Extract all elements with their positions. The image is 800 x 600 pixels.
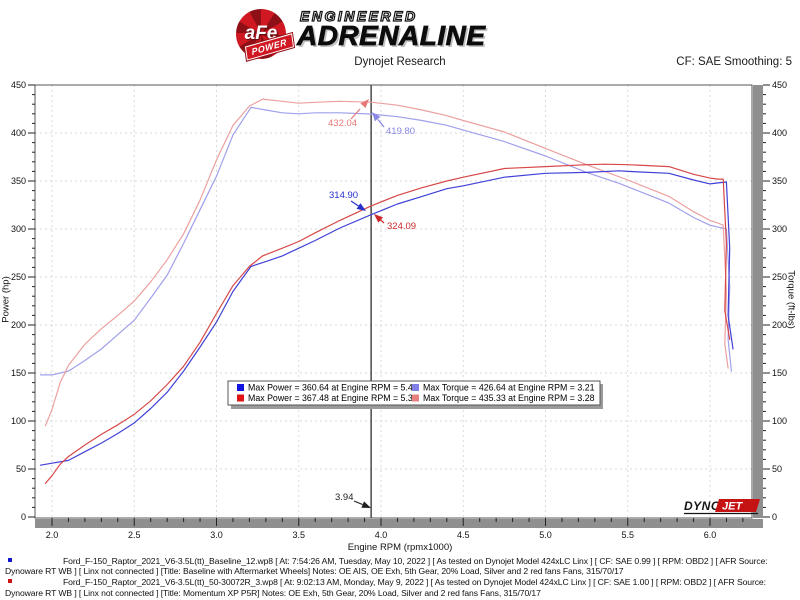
dynojet-logo-jet: JET: [722, 501, 743, 513]
power-tick-label: 100: [11, 416, 26, 426]
annotation-arrowhead: [360, 99, 369, 109]
annotation-arrow-shaft: [353, 500, 363, 506]
plot-area: [35, 85, 752, 518]
curve-baseline-power: [39, 170, 734, 466]
annotation-arrow-shaft: [350, 200, 359, 207]
annotation-value-label: 314.90: [329, 190, 358, 201]
x-tick-label: 6.0: [704, 530, 717, 540]
run-bullet-blue: [8, 558, 12, 562]
dynojet-logo-jet-box: [715, 499, 760, 512]
torque-tick-label: 200: [772, 320, 787, 330]
dynojet-logo-dyno: DYNO: [684, 499, 721, 513]
power-tick-label: 350: [11, 176, 26, 186]
run-description: Ford_F-150_Raptor_2021_V6-3.5L(tt)_Basel…: [5, 556, 768, 577]
power-tick-label: 200: [11, 320, 26, 330]
power-tick-label: 400: [11, 128, 26, 138]
report-title: Dynojet Research: [354, 56, 446, 68]
x-tick-label: 4.5: [457, 530, 470, 540]
legend-torque-label: Max Torque = 435.33 at Engine RPM = 3.28: [423, 393, 595, 403]
legend-power-label: Max Power = 360.64 at Engine RPM = 5.45: [248, 383, 418, 393]
power-tick-label: 50: [16, 464, 26, 474]
power-tick-label: 450: [11, 80, 26, 90]
x-axis-title: Engine RPM (rpmx1000): [348, 542, 453, 553]
run-entry-baseline: Ford_F-150_Raptor_2021_V6-3.5L(tt)_Basel…: [0, 556, 796, 576]
curve-baseline-torque: [39, 106, 733, 376]
power-tick-label: 300: [11, 224, 26, 234]
x-tick-label: 3.5: [292, 530, 305, 540]
afe-power-logo: aFe POWER ENGINEERED ADRENALINE: [236, 7, 566, 61]
torque-tick-label: 300: [772, 224, 787, 234]
dyno-chart: 2.0 2.5 3.0 3.5 4.0 4.5 5.0 5.5 6.0 0 0 50 50 100 100 1…: [11, 80, 787, 553]
torque-tick-label: 350: [772, 176, 787, 186]
logo-engineered-text: ENGINEERED: [299, 7, 418, 24]
annotation-arrow-shaft: [377, 119, 385, 128]
legend-swatch-power: [237, 384, 244, 391]
torque-tick-label: 400: [772, 128, 787, 138]
torque-tick-label: 250: [772, 272, 787, 282]
x-tick-label: 3.0: [210, 530, 223, 540]
x-tick-label: 2.5: [128, 530, 141, 540]
legend-swatch-power: [237, 394, 244, 402]
torque-tick-label: 50: [772, 464, 782, 474]
legend-swatch-torque: [412, 384, 419, 391]
legend-swatch-torque: [412, 394, 419, 402]
run-bullet-red: [8, 579, 12, 584]
power-tick-label: 150: [11, 368, 26, 378]
torque-tick-label: 150: [772, 368, 787, 378]
run-info-footer: Ford_F-150_Raptor_2021_V6-3.5L(tt)_Basel…: [0, 556, 796, 599]
run-description: Ford_F-150_Raptor_2021_V6-3.5L(tt)_50-30…: [5, 577, 766, 598]
annotation-arrowhead: [361, 501, 371, 508]
x-tick-label: 2.0: [46, 530, 59, 540]
x-tick-label: 5.0: [539, 530, 552, 540]
torque-tick-label: 100: [772, 416, 787, 426]
plot-border: [34, 84, 753, 519]
annotation-arrowhead: [374, 214, 384, 223]
annotation-value-label: 419.80: [386, 126, 415, 137]
annotation-value-label: 324.09: [387, 221, 416, 232]
smoothing-setting: CF: SAE Smoothing: 5: [676, 56, 792, 68]
x-tick-label: 5.5: [621, 530, 634, 540]
curve-momentum-power: [44, 163, 731, 484]
power-axis-title: Power (hp): [0, 276, 12, 323]
power-tick-label: 250: [11, 272, 26, 282]
legend-torque-label: Max Torque = 426.64 at Engine RPM = 3.21: [423, 383, 595, 393]
legend-power-label: Max Power = 367.48 at Engine RPM = 5.36: [248, 393, 418, 403]
x-tick-label: 4.0: [375, 530, 388, 540]
torque-tick-label: 0: [772, 512, 777, 522]
annotation-value-label: 432.04: [328, 118, 357, 129]
right-axis-bar[interactable]: [753, 85, 763, 518]
annotation-arrow-shaft: [350, 108, 361, 120]
annotation-value-label: 3.94: [335, 492, 354, 503]
annotation-arrowhead: [356, 203, 366, 211]
logo-adrenaline-text: ADRENALINE: [297, 20, 486, 52]
annotation-arrowhead: [372, 112, 381, 122]
x-axis-bar[interactable]: [35, 519, 763, 528]
curve-momentum-torque: [44, 98, 729, 427]
torque-axis-title: Torque (ft-lbs): [785, 270, 797, 329]
power-tick-label: 0: [21, 512, 26, 522]
torque-tick-label: 450: [772, 80, 787, 90]
run-entry-momentum: Ford_F-150_Raptor_2021_V6-3.5L(tt)_50-30…: [0, 577, 796, 597]
